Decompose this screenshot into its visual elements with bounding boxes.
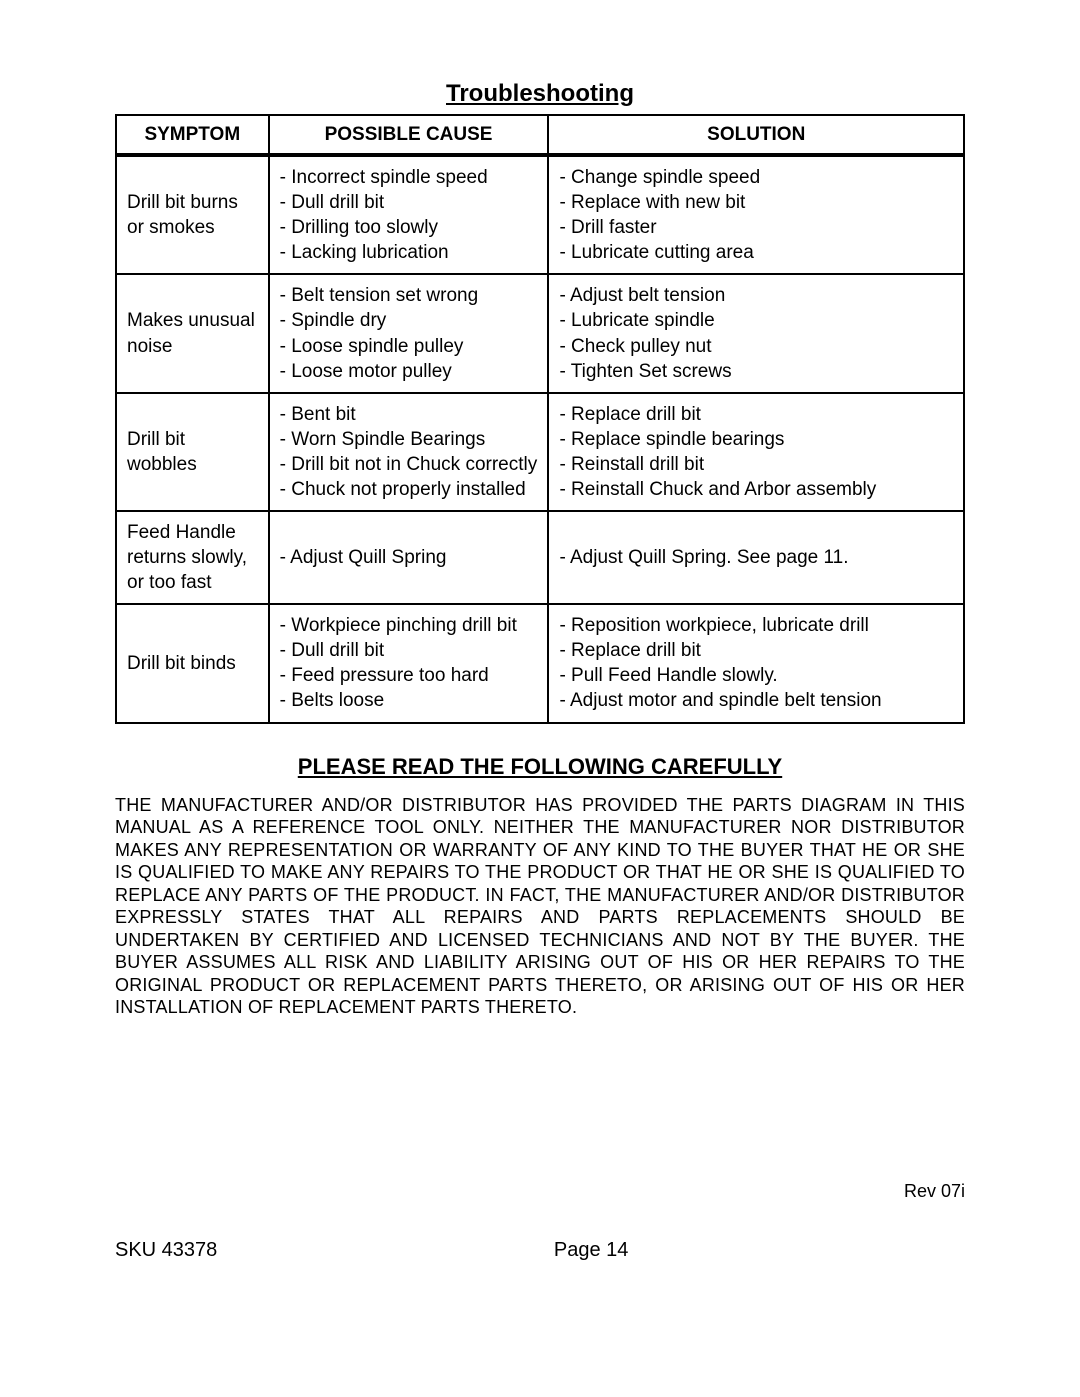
- table-row: Drill bit wobbles- Bent bit- Worn Spindl…: [116, 393, 964, 511]
- cell-solution: - Reposition workpiece, lubricate drill-…: [548, 604, 964, 722]
- cell-solution: - Adjust belt tension- Lubricate spindle…: [548, 274, 964, 392]
- cause-line: - Workpiece pinching drill bit: [280, 613, 538, 638]
- cell-solution: - Replace drill bit- Replace spindle bea…: [548, 393, 964, 511]
- solution-line: - Replace drill bit: [559, 402, 953, 427]
- cause-line: - Belts loose: [280, 688, 538, 713]
- solution-line: - Reinstall drill bit: [559, 452, 953, 477]
- cell-solution: - Change spindle speed- Replace with new…: [548, 155, 964, 274]
- cause-line: - Worn Spindle Bearings: [280, 427, 538, 452]
- cell-cause: - Belt tension set wrong- Spindle dry- L…: [269, 274, 549, 392]
- cell-cause: - Workpiece pinching drill bit- Dull dri…: [269, 604, 549, 722]
- cell-symptom: Drill bit binds: [116, 604, 269, 722]
- solution-line: - Replace drill bit: [559, 638, 953, 663]
- solution-line: - Drill faster: [559, 215, 953, 240]
- manual-page: Troubleshooting SYMPTOM POSSIBLE CAUSE S…: [0, 0, 1080, 1397]
- cell-cause: - Incorrect spindle speed- Dull drill bi…: [269, 155, 549, 274]
- notice-body: THE MANUFACTURER AND/OR DISTRIBUTOR HAS …: [115, 794, 965, 1019]
- table-row: Drill bit binds- Workpiece pinching dril…: [116, 604, 964, 722]
- page-title: Troubleshooting: [115, 80, 965, 108]
- table-header-row: SYMPTOM POSSIBLE CAUSE SOLUTION: [116, 115, 964, 155]
- table-row: Makes unusual noise- Belt tension set wr…: [116, 274, 964, 392]
- solution-line: - Adjust motor and spindle belt tension: [559, 688, 953, 713]
- solution-line: - Tighten Set screws: [559, 359, 953, 384]
- cell-cause: - Adjust Quill Spring: [269, 511, 549, 604]
- cause-line: - Lacking lubrication: [280, 240, 538, 265]
- cause-line: - Feed pressure too hard: [280, 663, 538, 688]
- cause-line: - Chuck not properly installed: [280, 477, 538, 502]
- notice-heading: PLEASE READ THE FOLLOWING CAREFULLY: [115, 754, 965, 780]
- page-footer: SKU 43378 Page 14: [115, 1239, 965, 1262]
- cause-line: - Drill bit not in Chuck correctly: [280, 452, 538, 477]
- footer-sku: SKU 43378: [115, 1239, 217, 1262]
- cause-line: - Belt tension set wrong: [280, 283, 538, 308]
- cell-symptom: Feed Handle returns slowly, or too fast: [116, 511, 269, 604]
- table-body: Drill bit burns or smokes- Incorrect spi…: [116, 155, 964, 722]
- cell-symptom: Makes unusual noise: [116, 274, 269, 392]
- footer-rev: Rev 07i: [904, 1181, 965, 1202]
- solution-line: - Replace with new bit: [559, 190, 953, 215]
- cause-line: - Dull drill bit: [280, 638, 538, 663]
- cause-line: - Dull drill bit: [280, 190, 538, 215]
- header-cause: POSSIBLE CAUSE: [269, 115, 549, 155]
- header-symptom: SYMPTOM: [116, 115, 269, 155]
- solution-line: - Change spindle speed: [559, 165, 953, 190]
- solution-line: - Lubricate spindle: [559, 308, 953, 333]
- solution-line: - Pull Feed Handle slowly.: [559, 663, 953, 688]
- troubleshooting-table: SYMPTOM POSSIBLE CAUSE SOLUTION Drill bi…: [115, 114, 965, 724]
- cell-cause: - Bent bit- Worn Spindle Bearings- Drill…: [269, 393, 549, 511]
- cause-line: - Drilling too slowly: [280, 215, 538, 240]
- solution-line: - Reposition workpiece, lubricate drill: [559, 613, 953, 638]
- cause-line: - Loose motor pulley: [280, 359, 538, 384]
- solution-line: - Lubricate cutting area: [559, 240, 953, 265]
- solution-line: - Adjust Quill Spring. See page 11.: [559, 545, 953, 570]
- solution-line: - Reinstall Chuck and Arbor assembly: [559, 477, 953, 502]
- solution-line: - Adjust belt tension: [559, 283, 953, 308]
- cell-symptom: Drill bit burns or smokes: [116, 155, 269, 274]
- table-row: Drill bit burns or smokes- Incorrect spi…: [116, 155, 964, 274]
- cause-line: - Bent bit: [280, 402, 538, 427]
- cause-line: - Incorrect spindle speed: [280, 165, 538, 190]
- footer-page: Page 14: [115, 1239, 965, 1262]
- solution-line: - Replace spindle bearings: [559, 427, 953, 452]
- cause-line: - Loose spindle pulley: [280, 334, 538, 359]
- cell-symptom: Drill bit wobbles: [116, 393, 269, 511]
- cell-solution: - Adjust Quill Spring. See page 11.: [548, 511, 964, 604]
- solution-line: - Check pulley nut: [559, 334, 953, 359]
- cause-line: - Adjust Quill Spring: [280, 545, 538, 570]
- table-row: Feed Handle returns slowly, or too fast-…: [116, 511, 964, 604]
- header-solution: SOLUTION: [548, 115, 964, 155]
- cause-line: - Spindle dry: [280, 308, 538, 333]
